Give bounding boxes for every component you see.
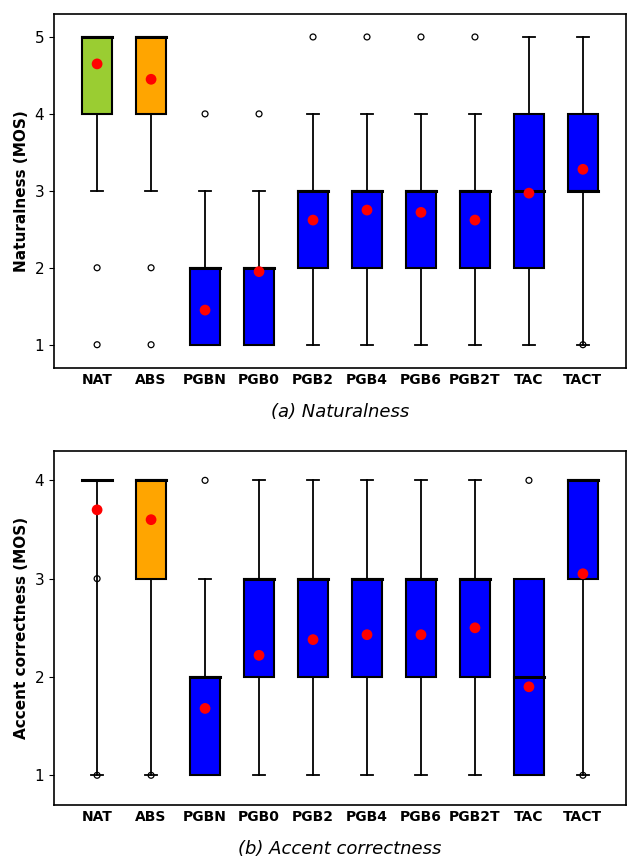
Text: (b) Accent correctness: (b) Accent correctness bbox=[238, 840, 442, 858]
Bar bbox=[83, 37, 112, 114]
Point bbox=[524, 473, 534, 487]
Point bbox=[416, 628, 426, 642]
Point bbox=[578, 338, 588, 352]
Bar bbox=[568, 480, 598, 578]
Point bbox=[254, 107, 264, 121]
Y-axis label: Accent correctness (MOS): Accent correctness (MOS) bbox=[14, 517, 29, 739]
Point bbox=[146, 512, 156, 526]
Point bbox=[578, 567, 588, 581]
Text: (a) Naturalness: (a) Naturalness bbox=[271, 403, 409, 421]
Bar bbox=[244, 578, 274, 677]
Point bbox=[308, 30, 318, 44]
Bar bbox=[298, 578, 328, 677]
Point bbox=[146, 72, 156, 86]
Point bbox=[200, 303, 210, 317]
Point bbox=[362, 30, 372, 44]
Y-axis label: Naturalness (MOS): Naturalness (MOS) bbox=[14, 110, 29, 271]
Point bbox=[578, 162, 588, 176]
Bar bbox=[460, 191, 490, 268]
Point bbox=[524, 186, 534, 200]
Point bbox=[92, 571, 102, 585]
Point bbox=[254, 649, 264, 662]
Point bbox=[200, 107, 210, 121]
Point bbox=[308, 633, 318, 647]
Point bbox=[416, 30, 426, 44]
Point bbox=[92, 338, 102, 352]
Point bbox=[200, 473, 210, 487]
Point bbox=[416, 205, 426, 219]
Point bbox=[92, 503, 102, 517]
Point bbox=[470, 213, 480, 227]
Bar bbox=[352, 578, 382, 677]
Bar bbox=[406, 191, 436, 268]
Bar bbox=[298, 191, 328, 268]
Point bbox=[578, 768, 588, 782]
Bar bbox=[514, 578, 544, 775]
Point bbox=[92, 768, 102, 782]
Point bbox=[146, 768, 156, 782]
Bar bbox=[460, 578, 490, 677]
Bar bbox=[352, 191, 382, 268]
Point bbox=[362, 203, 372, 217]
Point bbox=[470, 621, 480, 635]
Point bbox=[524, 680, 534, 694]
Bar bbox=[190, 268, 220, 345]
Point bbox=[254, 264, 264, 278]
Point bbox=[146, 338, 156, 352]
Point bbox=[470, 30, 480, 44]
Bar bbox=[136, 480, 166, 578]
Point bbox=[200, 701, 210, 715]
Point bbox=[92, 261, 102, 275]
Bar bbox=[190, 677, 220, 775]
Bar bbox=[244, 268, 274, 345]
Bar bbox=[136, 37, 166, 114]
Point bbox=[362, 628, 372, 642]
Bar bbox=[406, 578, 436, 677]
Bar bbox=[514, 114, 544, 268]
Point bbox=[146, 261, 156, 275]
Point bbox=[308, 213, 318, 227]
Bar bbox=[568, 114, 598, 191]
Point bbox=[92, 57, 102, 71]
